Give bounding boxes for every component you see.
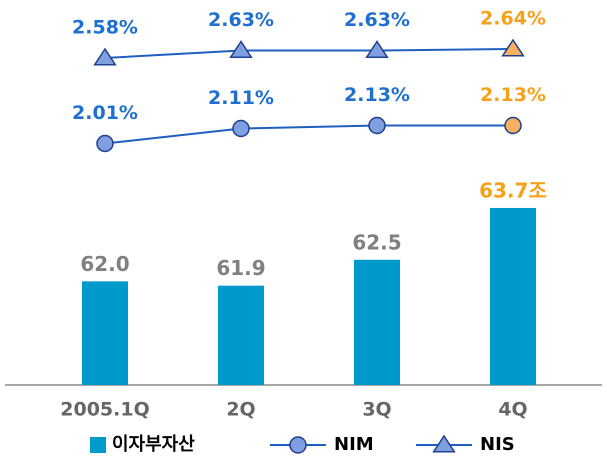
marker xyxy=(93,47,117,66)
x-tick-label: 3Q xyxy=(362,399,391,421)
data-label: 63.7조 xyxy=(479,178,547,202)
data-label: 2.63% xyxy=(208,9,274,31)
data-label: 2.58% xyxy=(72,17,138,39)
legend-marker xyxy=(289,436,307,454)
data-label: 2.63% xyxy=(344,9,410,31)
legend-marker xyxy=(432,434,456,453)
data-label: 61.9 xyxy=(216,256,265,280)
legend-swatch xyxy=(90,437,106,453)
line xyxy=(104,124,513,145)
legend-label: NIS xyxy=(480,434,515,455)
data-label: 2.64% xyxy=(480,8,546,30)
data-label: 62.0 xyxy=(80,252,129,276)
bar xyxy=(354,259,400,385)
data-label: 2.11% xyxy=(208,87,274,109)
data-label: 2.13% xyxy=(480,84,546,106)
x-tick-label: 4Q xyxy=(498,399,527,421)
marker xyxy=(365,40,389,58)
line xyxy=(104,48,514,59)
bar xyxy=(218,285,264,385)
marker xyxy=(232,119,250,138)
data-label: 2.13% xyxy=(344,84,410,106)
marker xyxy=(229,40,253,58)
bar xyxy=(82,281,128,385)
bar xyxy=(490,207,536,385)
legend-label: 이자부자산 xyxy=(112,434,195,455)
data-label: 2.01% xyxy=(72,102,138,124)
marker xyxy=(96,134,114,153)
legend-label: NIM xyxy=(334,434,374,455)
marker xyxy=(368,116,386,135)
data-label: 62.5 xyxy=(352,230,401,254)
x-tick-label: 2005.1Q xyxy=(60,399,149,421)
marker xyxy=(504,116,522,135)
x-tick-label: 2Q xyxy=(226,399,255,421)
marker xyxy=(501,38,525,57)
